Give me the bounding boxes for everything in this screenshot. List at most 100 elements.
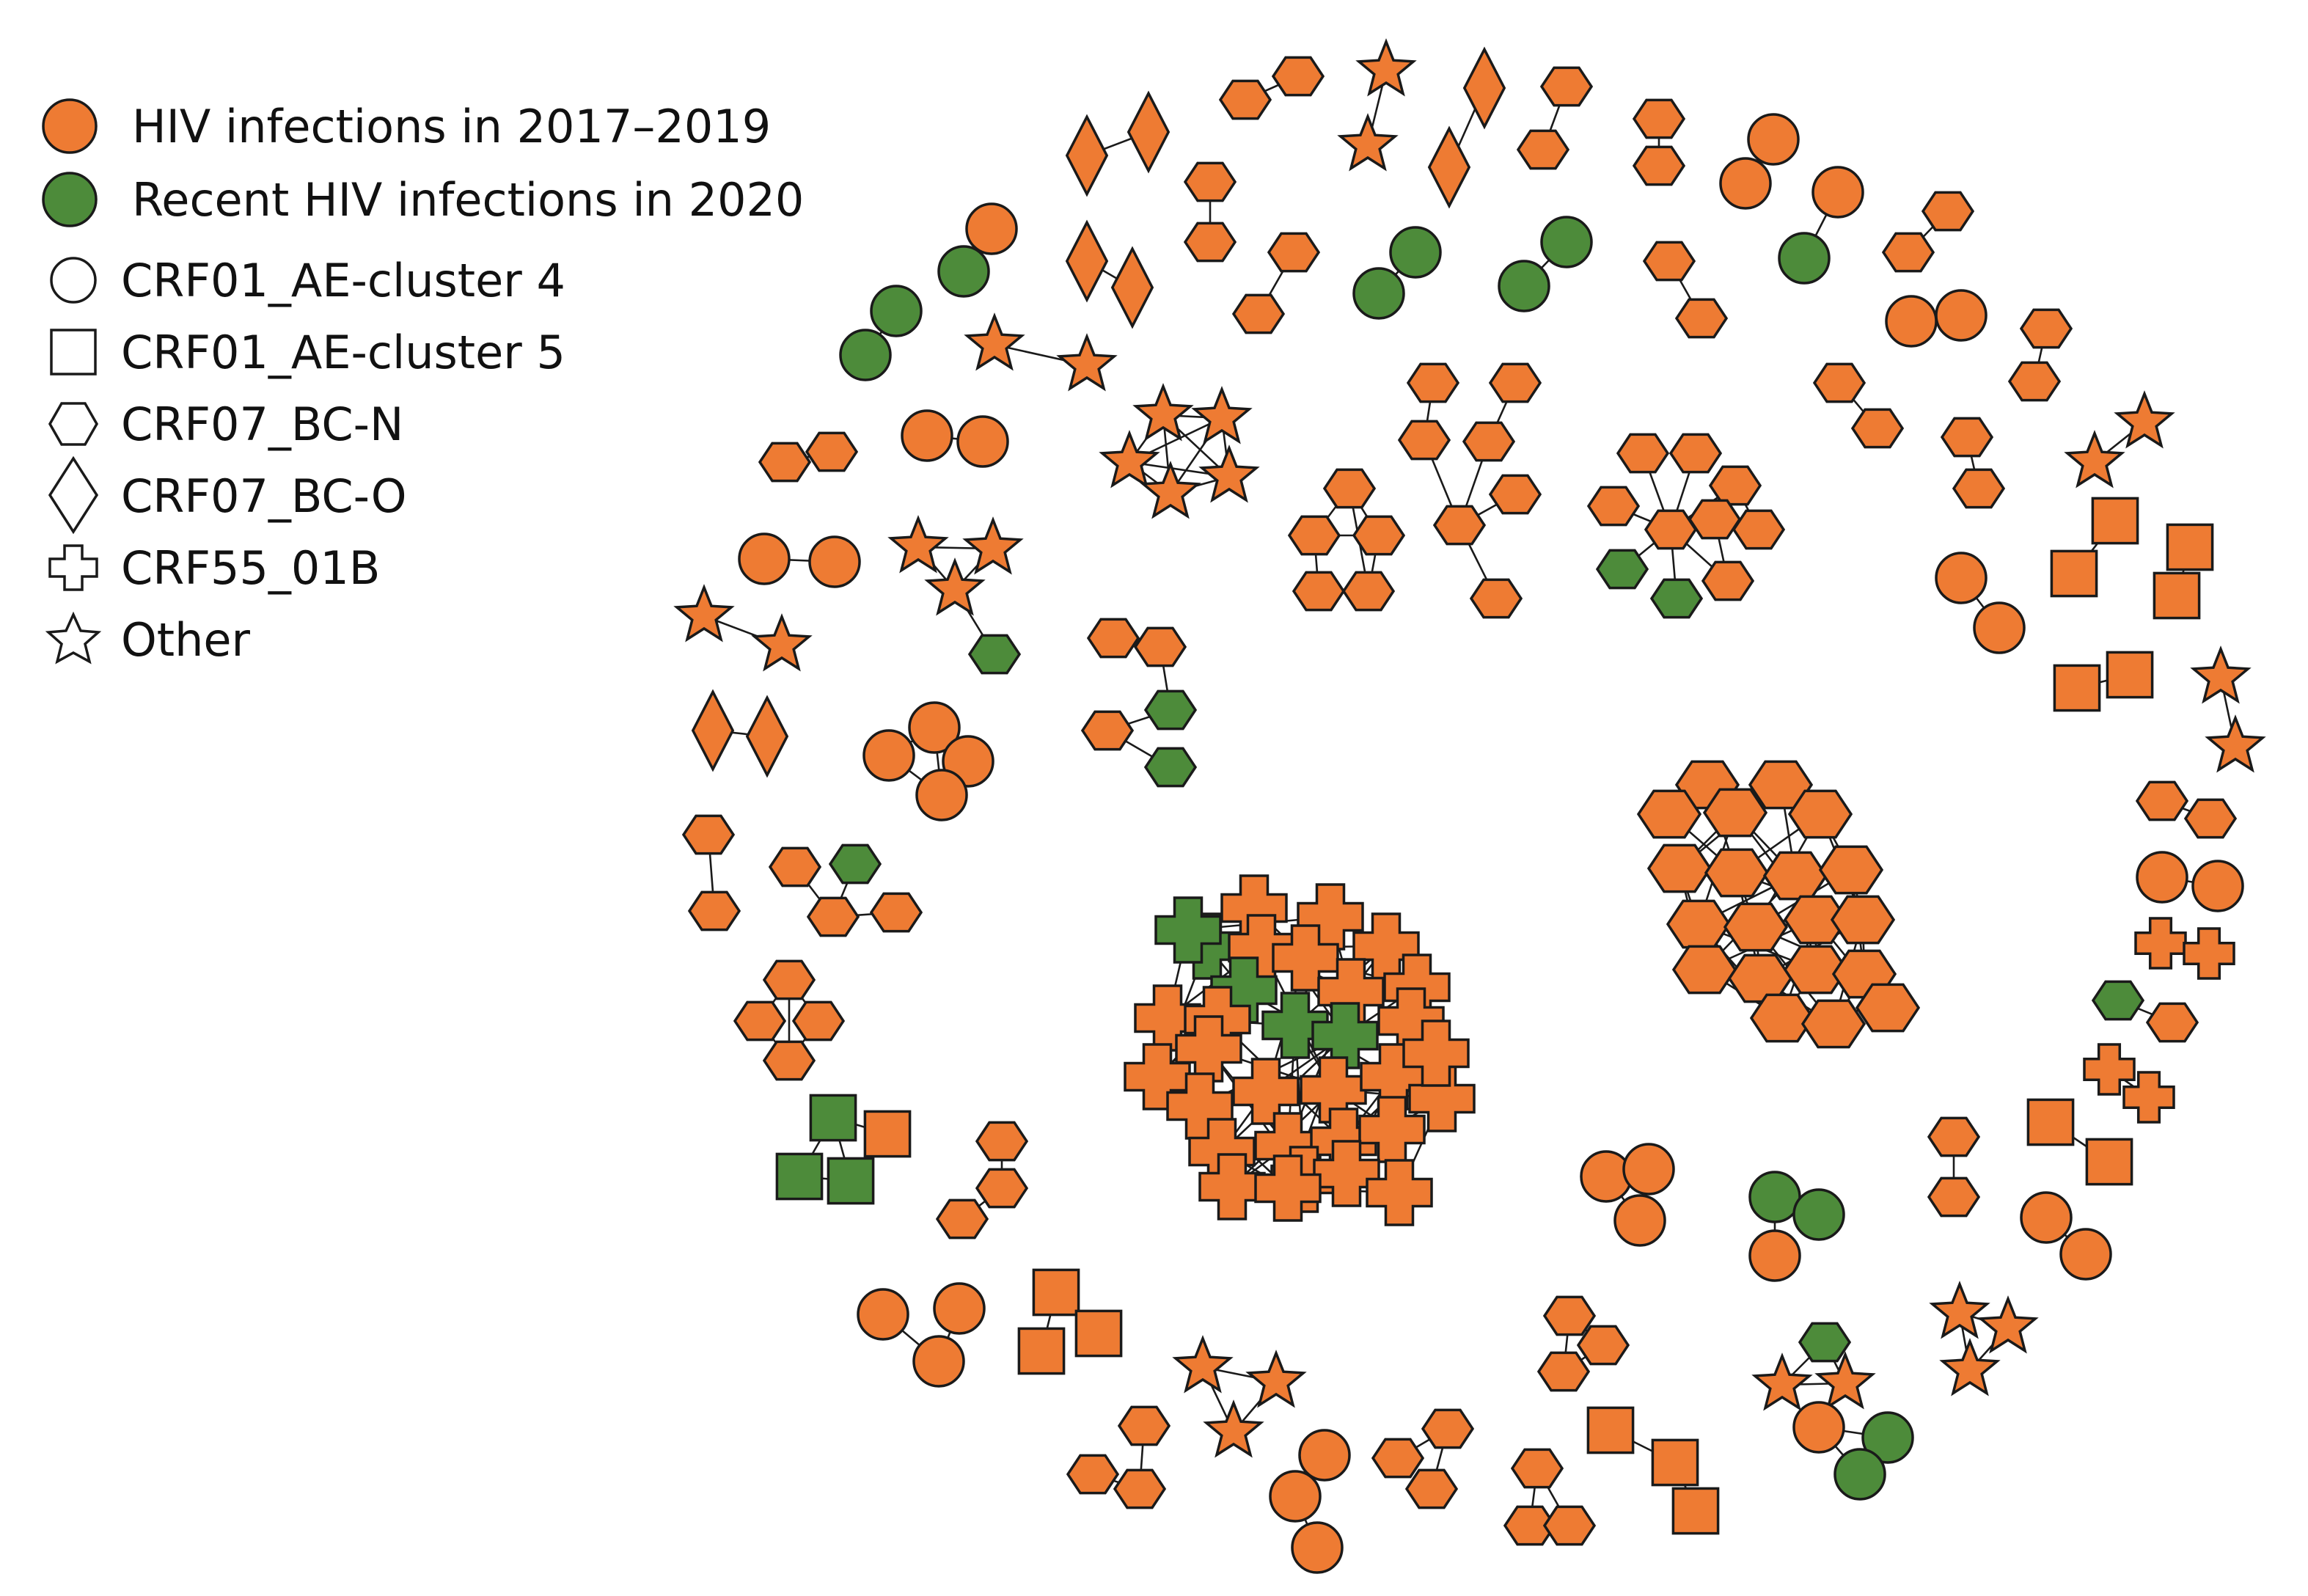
infection-2017-2019-circle-node <box>2020 1191 2073 1244</box>
infection-2017-2019-hexagon-node <box>1671 945 1737 995</box>
infection-2017-2019-diamond-node <box>1126 90 1171 174</box>
infection-2017-2019-circle-node <box>857 1288 909 1341</box>
infection-2017-2019-cross-node <box>1297 883 1364 951</box>
infection-2017-2019-hexagon-node <box>1133 626 1187 667</box>
infection-2017-2019-hexagon-node <box>681 814 736 855</box>
infection-2017-2019-diamond-node <box>1065 219 1109 303</box>
infection-2017-2019-hexagon-node <box>1586 486 1641 527</box>
infection-2017-2019-hexagon-node <box>1927 1176 1981 1218</box>
infection-2017-2019-hexagon-node <box>1510 1448 1564 1489</box>
infection-2017-2019-hexagon-node <box>1701 560 1755 601</box>
infection-2017-2019-square-node <box>1017 1327 1066 1375</box>
infection-2017-2019-hexagon-node <box>1539 66 1594 107</box>
infection-2017-2019-star-node <box>1172 1335 1234 1394</box>
infection-2017-2019-square-node <box>2053 664 2101 712</box>
infection-2017-2019-circle-node <box>1792 1401 1845 1454</box>
infection-2017-2019-hexagon-node <box>1708 465 1762 506</box>
infection-2017-2019-circle-node <box>912 1335 965 1388</box>
infection-2017-2019-hexagon-node <box>1536 1351 1591 1392</box>
infection-2017-2019-circle-node <box>2136 851 2188 904</box>
legend-label-crf55-01b: CRF55_01B <box>121 541 380 595</box>
recent-2020-cross-node <box>1261 992 1329 1059</box>
infection-2017-2019-cross-node <box>1408 1065 1476 1132</box>
infection-2017-2019-square-node <box>1074 1309 1123 1358</box>
infection-2017-2019-hexagon-node <box>1855 983 1921 1033</box>
legend-item-2020: Recent HIV infections in 2020 <box>42 172 804 227</box>
infection-2017-2019-circle-node <box>1747 113 1800 166</box>
infection-2017-2019-hexagon-node <box>1940 417 1994 458</box>
infection-2017-2019-hexagon-node <box>1469 578 1523 619</box>
infection-2017-2019-star-node <box>1140 461 1201 519</box>
infection-2017-2019-circle-node <box>915 769 968 821</box>
infection-2017-2019-hexagon-node <box>805 431 859 472</box>
infection-2017-2019-circle-node <box>1613 1194 1666 1247</box>
infection-2017-2019-hexagon-node <box>935 1198 989 1240</box>
infection-2017-2019-diamond-node <box>1110 246 1154 329</box>
infection-2017-2019-star-node <box>1132 383 1194 442</box>
infection-2017-2019-cross-node <box>2083 1043 2136 1096</box>
infection-2017-2019-hexagon-node <box>2135 780 2189 821</box>
legend-label-2017-2019: HIV infections in 2017–2019 <box>132 100 771 153</box>
infection-2017-2019-circle-node <box>908 701 961 754</box>
legend-orange-circle-icon <box>42 98 98 154</box>
infection-2017-2019-hexagon-node <box>1812 362 1866 403</box>
infection-2017-2019-hexagon-node <box>1397 420 1451 461</box>
infection-2017-2019-hexagon-node <box>762 1040 816 1081</box>
infection-2017-2019-hexagon-node <box>1818 845 1884 895</box>
infection-2017-2019-hexagon-node <box>1644 509 1698 550</box>
infection-2017-2019-star-node <box>1245 1350 1307 1408</box>
infection-2017-2019-hexagon-node <box>1371 1438 1425 1479</box>
infection-2017-2019-hexagon-node <box>762 959 816 1000</box>
infection-2017-2019-hexagon-node <box>1642 241 1696 282</box>
infection-2017-2019-diamond-node <box>1462 46 1506 130</box>
infection-2017-2019-hexagon-node <box>1668 433 1723 474</box>
infection-2017-2019-star-node <box>1355 38 1417 97</box>
infection-2017-2019-hexagon-node <box>1674 298 1729 339</box>
infection-2017-2019-square-node <box>863 1110 912 1158</box>
infection-2017-2019-square-node <box>2106 651 2154 699</box>
recent-2020-hexagon-node <box>1143 689 1198 731</box>
infection-2017-2019-diamond-node <box>691 689 735 772</box>
recent-2020-circle-node <box>1352 267 1405 320</box>
infection-2017-2019-hexagon-node <box>1749 993 1815 1043</box>
infection-2017-2019-star-node <box>1939 1338 2001 1396</box>
infection-2017-2019-star-node <box>1198 444 1260 503</box>
infection-2017-2019-hexagon-node <box>1404 1468 1459 1509</box>
infection-2017-2019-hexagon-node <box>1927 1116 1981 1157</box>
infection-2017-2019-star-node <box>1099 430 1160 488</box>
infection-2017-2019-circle-node <box>1935 289 1988 342</box>
infection-2017-2019-hexagon-node <box>687 890 741 931</box>
infection-2017-2019-hexagon-node <box>1830 895 1896 945</box>
legend-square-icon <box>50 329 97 376</box>
infection-2017-2019-hexagon-node <box>1732 509 1786 550</box>
infection-2017-2019-hexagon-node <box>869 892 923 933</box>
infection-2017-2019-star-node <box>1814 1351 1876 1410</box>
infection-2017-2019-star-node <box>2190 645 2252 704</box>
infection-2017-2019-hexagon-node <box>1231 293 1286 334</box>
infection-2017-2019-square-node <box>2166 523 2214 571</box>
infection-2017-2019-star-node <box>924 557 986 616</box>
legend-label-crf07-bc-n: CRF07_BC-N <box>121 398 403 451</box>
recent-2020-circle-node <box>870 285 923 337</box>
infection-2017-2019-circle-node <box>956 415 1009 468</box>
legend: HIV infections in 2017–2019 Recent HIV i… <box>42 98 804 667</box>
infection-2017-2019-hexagon-node <box>1267 232 1321 273</box>
infection-2017-2019-hexagon-node <box>1406 362 1460 403</box>
infection-2017-2019-hexagon-node <box>1488 362 1542 403</box>
infection-2017-2019-hexagon-node <box>758 442 812 483</box>
recent-2020-circle-node <box>1833 1448 1886 1501</box>
recent-2020-hexagon-node <box>1798 1322 1852 1363</box>
infection-2017-2019-hexagon-node <box>975 1168 1029 1209</box>
recent-2020-cross-node <box>1210 956 1278 1024</box>
infection-2017-2019-hexagon-node <box>1271 56 1325 97</box>
infection-2017-2019-star-node <box>964 312 1025 371</box>
infection-2017-2019-circle-node <box>862 729 915 782</box>
infection-2017-2019-circle-node <box>1973 601 2026 654</box>
infection-2017-2019-star-node <box>1203 1399 1264 1458</box>
infection-2017-2019-hexagon-node <box>1341 571 1396 612</box>
infection-2017-2019-hexagon-node <box>1292 571 1346 612</box>
legend-star-icon <box>45 611 102 665</box>
infection-2017-2019-hexagon-node <box>1688 499 1742 540</box>
infection-2017-2019-diamond-node <box>745 695 789 778</box>
infection-2017-2019-hexagon-node <box>1432 505 1487 546</box>
